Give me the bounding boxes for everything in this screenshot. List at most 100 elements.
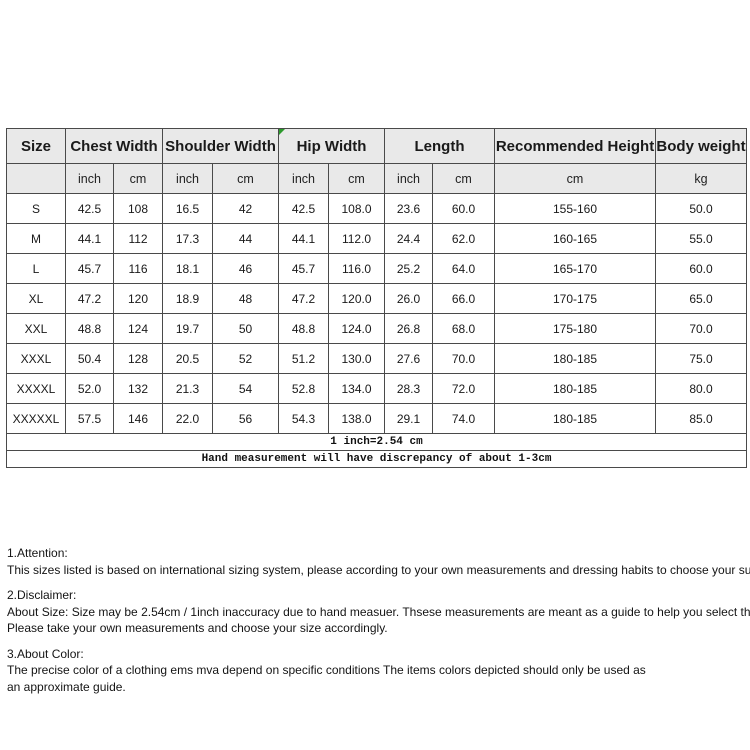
value-cell: 120 [112,283,164,314]
value-cell: 25.2 [384,253,434,284]
value-cell: 130.0 [328,343,386,374]
value-cell: 68.0 [432,313,496,344]
unit-header-weight-kg: kg [655,163,748,194]
value-cell: 18.1 [162,253,214,284]
value-cell: 120.0 [328,283,386,314]
value-cell: 112.0 [328,223,386,254]
col-header-size: Size [6,128,66,164]
value-cell: 54 [212,373,280,404]
value-cell: 19.7 [162,313,214,344]
value-cell: 155-160 [494,193,657,224]
value-cell: 21.3 [162,373,214,404]
value-cell: 44 [212,223,280,254]
note-line-attention-1: This sizes listed is based on internatio… [7,562,750,577]
note-line-disclaimer-1: About Size: Size may be 2.54cm / 1inch i… [7,604,750,619]
value-cell: 48 [212,283,280,314]
unit-header-length-inch: inch [384,163,434,194]
size-chart-table: Size Chest Width Shoulder Width Hip Widt… [5,128,748,468]
note-heading-disclaimer: 2.Disclaimer: [7,588,77,602]
value-cell: 52 [212,343,280,374]
table-row: XXXXL 52.0 132 21.3 54 52.8 134.0 28.3 72.0 180-1… [6,373,748,404]
value-cell: 27.6 [384,343,434,374]
value-cell: 55.0 [655,223,748,254]
value-cell: 22.0 [162,403,214,434]
value-cell: 51.2 [278,343,330,374]
value-cell: 17.3 [162,223,214,254]
value-cell: 116.0 [328,253,386,284]
value-cell: 180-185 [494,403,657,434]
value-cell: 70.0 [432,343,496,374]
value-cell: 23.6 [384,193,434,224]
table-row: XXXL 50.4 128 20.5 52 51.2 130.0 27.6 70.0 180-18… [6,343,748,374]
value-cell: 16.5 [162,193,214,224]
value-cell: 28.3 [384,373,434,404]
value-cell: 26.8 [384,313,434,344]
value-cell: 54.3 [278,403,330,434]
value-cell: 138.0 [328,403,386,434]
value-cell: 124.0 [328,313,386,344]
value-cell: 18.9 [162,283,214,314]
note-line-disclaimer-2: Please take your own measurements and ch… [7,621,388,635]
size-label-cell: XL [6,283,66,314]
size-table-body: S 42.5 108 16.5 42 42.5 108.0 23.6 60.0 155-160 50… [6,193,748,434]
table-row: L 45.7 116 18.1 46 45.7 116.0 25.2 64.0 165-170 60… [6,253,748,284]
size-label-cell: S [6,193,66,224]
value-cell: 160-165 [494,223,657,254]
value-cell: 24.4 [384,223,434,254]
value-cell: 50.0 [655,193,748,224]
value-cell: 170-175 [494,283,657,314]
note-line-about-color-2: an approximate guide. [7,679,126,694]
table-group-header-row: Size Chest Width Shoulder Width Hip Widt… [6,128,748,164]
value-cell: 26.0 [384,283,434,314]
value-cell: 124 [112,313,164,344]
unit-header-shoulder-cm: cm [212,163,280,194]
value-cell: 108.0 [328,193,386,224]
unit-header-hip-inch: inch [278,163,330,194]
value-cell: 42.5 [278,193,330,224]
table-unit-header-row: inch cm inch cm inch cm inch cm cm kg [6,163,748,194]
footnote-row: 1 inch=2.54 cm [5,433,748,451]
unit-header-chest-inch: inch [65,163,114,194]
col-header-length: Length [384,128,496,164]
value-cell: 56 [212,403,280,434]
size-label-cell: XXXXL [6,373,66,404]
value-cell: 80.0 [655,373,748,404]
unit-header-hip-cm: cm [328,163,386,194]
value-cell: 175-180 [494,313,657,344]
value-cell: 42 [212,193,280,224]
green-corner-marker-icon [279,129,286,135]
value-cell: 20.5 [162,343,214,374]
value-cell: 180-185 [494,373,657,404]
table-row: XL 47.2 120 18.9 48 47.2 120.0 26.0 66.0 170-175 6… [6,283,748,314]
value-cell: 60.0 [655,253,748,284]
value-cell: 44.1 [278,223,330,254]
value-cell: 108 [112,193,164,224]
col-header-body-weight: Body weight [655,128,748,164]
note-line-about-color-1: The precise color of a clothing ems mva … [7,663,646,677]
value-cell: 48.8 [278,313,330,344]
table-row: S 42.5 108 16.5 42 42.5 108.0 23.6 60.0 155-160 50… [6,193,748,224]
value-cell: 45.7 [65,253,114,284]
size-label-cell: XXXL [6,343,66,374]
value-cell: 50.4 [65,343,114,374]
value-cell: 70.0 [655,313,748,344]
col-header-recommended-height: Recommended Height [494,128,657,164]
col-header-hip-width: Hip Width [278,128,386,164]
value-cell: 48.8 [65,313,114,344]
unit-header-chest-cm: cm [112,163,164,194]
value-cell: 52.0 [65,373,114,404]
size-label-cell: M [6,223,66,254]
value-cell: 57.5 [65,403,114,434]
unit-header-blank [6,163,66,194]
col-header-shoulder-width: Shoulder Width [162,128,280,164]
value-cell: 74.0 [432,403,496,434]
note-heading-attention: 1.Attention: [7,546,68,560]
note-heading-about-color: 3.About Color: [7,646,84,661]
value-cell: 66.0 [432,283,496,314]
value-cell: 29.1 [384,403,434,434]
notes-section: 1.Attention: This sizes listed is based … [7,545,750,695]
value-cell: 146 [112,403,164,434]
value-cell: 52.8 [278,373,330,404]
value-cell: 44.1 [65,223,114,254]
